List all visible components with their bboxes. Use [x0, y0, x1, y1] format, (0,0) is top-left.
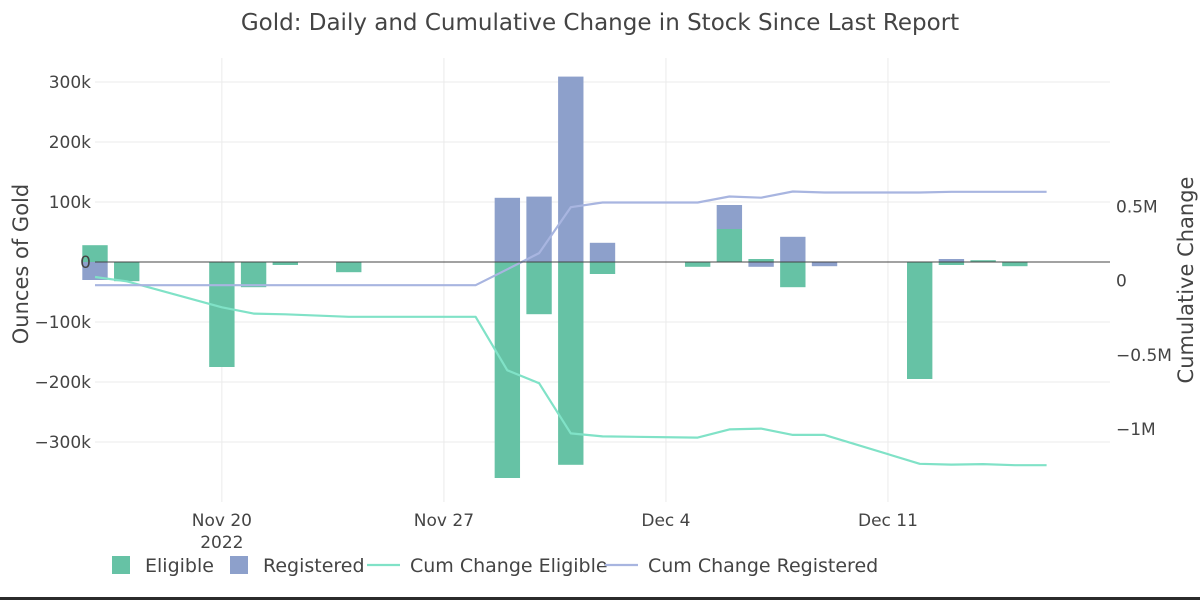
legend-label: Eligible — [145, 555, 214, 577]
legend-label: Registered — [263, 555, 365, 577]
bar-registered — [811, 262, 838, 267]
legend-swatch — [230, 556, 248, 574]
y-tick-label: −200k — [34, 373, 91, 393]
lines — [94, 190, 1047, 467]
bar-registered — [780, 236, 806, 262]
legend-label: Cum Change Eligible — [410, 555, 608, 577]
bar-eligible — [589, 262, 616, 274]
bar-eligible — [336, 262, 362, 273]
line-cum-change-eligible — [94, 275, 1047, 467]
bar-eligible — [240, 262, 267, 288]
y2-tick-label: 0 — [1116, 272, 1127, 292]
bar-eligible — [907, 262, 933, 379]
x-tick-label: Dec 11 — [858, 511, 918, 531]
bottom-border — [0, 597, 1200, 600]
bar-eligible — [272, 262, 298, 265]
x-tick-sublabel: 2022 — [200, 533, 243, 553]
y-tick-label: −100k — [34, 313, 91, 333]
bar-eligible — [114, 262, 140, 282]
bar-registered — [82, 262, 108, 280]
legend-label: Cum Change Registered — [648, 555, 878, 577]
y-tick-label: 0 — [80, 253, 91, 273]
bar-registered — [558, 76, 584, 262]
bar-registered — [589, 242, 616, 262]
y-axis-label: Ounces of Gold — [9, 184, 33, 344]
y-tick-label: 300k — [49, 73, 91, 93]
line-cum-change-registered — [95, 190, 1047, 287]
bar-eligible — [82, 245, 108, 262]
y-tick-label: 200k — [49, 133, 91, 153]
bar-eligible — [684, 262, 711, 267]
bar-eligible — [558, 262, 584, 465]
y2-axis-label: Cumulative Change — [1174, 177, 1198, 384]
bar-eligible — [938, 262, 965, 265]
x-tick-label: Dec 4 — [641, 511, 690, 531]
y2-tick-label: −1M — [1116, 420, 1156, 440]
y-tick-label: −300k — [34, 433, 91, 453]
bar-registered — [748, 262, 774, 267]
y-tick-label: 100k — [49, 193, 91, 213]
x-tick-label: Nov 20 — [192, 511, 252, 531]
legend: Eligible Registered Cum Change Eligible Cum… — [112, 555, 878, 577]
bar-eligible — [748, 259, 774, 262]
bar-eligible — [716, 229, 743, 262]
bar-eligible — [970, 260, 996, 262]
bar-registered — [526, 196, 552, 262]
axes: 300k 200k 100k 0 −100k −200k −300k 0.5M 0 −0.5M −1… — [34, 73, 1172, 553]
bar-eligible — [1002, 262, 1028, 267]
bar-registered — [938, 259, 965, 262]
bar-eligible — [526, 262, 552, 315]
bar-eligible — [209, 262, 235, 367]
legend-swatch — [112, 556, 130, 574]
bar-registered — [716, 205, 743, 229]
bar-eligible — [780, 262, 806, 288]
chart-title: Gold: Daily and Cumulative Change in Sto… — [241, 10, 959, 36]
bars — [82, 76, 1028, 478]
y2-tick-label: 0.5M — [1116, 197, 1158, 217]
bar-registered — [494, 197, 521, 262]
y2-tick-label: −0.5M — [1116, 346, 1172, 366]
x-tick-label: Nov 27 — [414, 511, 474, 531]
